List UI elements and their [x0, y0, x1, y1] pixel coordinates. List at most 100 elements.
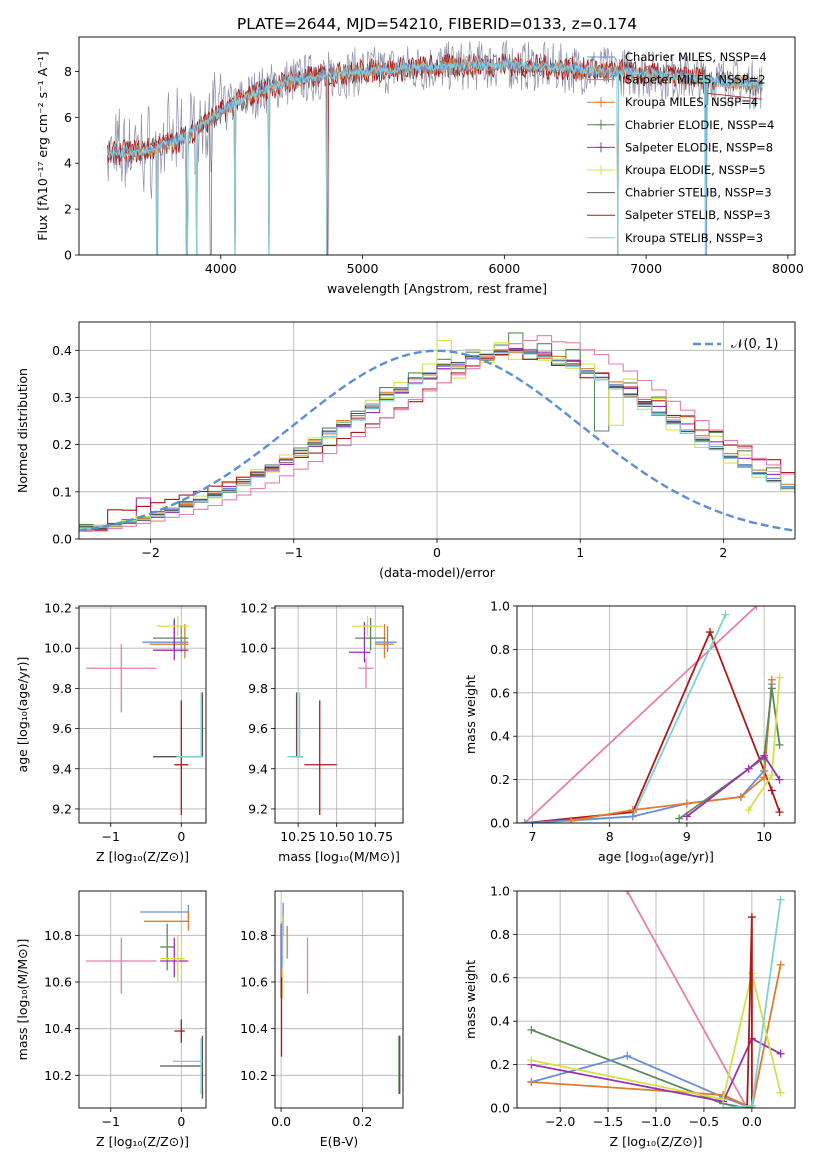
weight-series: [527, 969, 785, 1104]
y-axis-label: age [log₁₀(age/yr)]: [15, 657, 30, 773]
x-axis-label: Z [log₁₀(Z/Z⊙)]: [610, 1134, 703, 1149]
y-tick-label: 0.0: [52, 532, 72, 547]
weight-marker: [776, 960, 785, 969]
y-tick-label: 10.2: [240, 601, 268, 616]
y-tick-label: 9.6: [248, 721, 268, 736]
y-tick-label: 2: [64, 202, 72, 217]
weight-marker: [775, 808, 784, 817]
y-axis-label: Normed distribution: [15, 368, 30, 493]
errorbar-point: [287, 692, 303, 758]
y-tick-label: 10.4: [240, 1021, 268, 1036]
y-tick-label: 10.6: [44, 975, 72, 990]
weight-line: [746, 916, 753, 1108]
x-tick-label: 8000: [772, 261, 804, 276]
mass-metallicity-panel: −1 0 10.2 10.4 10.6 10.8 Z [log₁₀(Z/Z⊙)] mass […: [15, 890, 207, 1149]
errorbar-point: [375, 624, 394, 659]
x-tick-label: −0.5: [689, 1114, 719, 1129]
legend-label: Chabrier MILES, NSSP=4: [625, 50, 767, 64]
weight-marker: [744, 805, 753, 814]
weight-marker: [527, 1056, 536, 1065]
spectrum-line: [106, 57, 763, 255]
errorbar-point: [349, 622, 371, 663]
x-tick-label: 7000: [630, 261, 662, 276]
y-tick-label: 0.0: [490, 1101, 510, 1116]
weight-marker: [767, 675, 776, 684]
y-tick-label: 0: [64, 248, 72, 263]
y-tick-label: 10.2: [44, 601, 72, 616]
legend: 𝒩(0, 1): [693, 337, 778, 352]
x-tick-label: 2: [719, 545, 727, 560]
y-axis-label: mass [log₁₀(M/M⊙)]: [15, 939, 30, 1061]
weight-marker: [776, 1088, 785, 1097]
y-tick-label: 9.8: [52, 681, 72, 696]
x-axis-label: E(B-V): [320, 1134, 359, 1149]
weight-marker: [623, 891, 632, 895]
spectrum-line: [106, 59, 763, 255]
errorbar-point: [160, 1035, 204, 1099]
y-tick-label: 10.8: [44, 928, 72, 943]
y-tick-label: 1.0: [490, 599, 510, 614]
x-tick-label: 0.2: [352, 1114, 372, 1129]
weight-marker: [628, 805, 637, 814]
weight-marker: [682, 812, 691, 821]
x-tick-label: 5000: [347, 261, 379, 276]
weight-marker: [682, 799, 691, 808]
axes-frame: [274, 605, 404, 824]
x-axis-label: mass [log₁₀(M/M⊙)]: [278, 849, 400, 864]
residual-histogram: [79, 349, 795, 528]
y-tick-label: 0.0: [490, 816, 510, 831]
weight-marker: [760, 773, 769, 782]
weight-line: [531, 1029, 748, 1108]
x-axis-label: (data-model)/error: [379, 565, 496, 580]
x-tick-label: 0: [177, 829, 185, 844]
x-tick-label: 10.25: [280, 829, 316, 844]
weight-marker: [747, 913, 756, 922]
weight-marker: [623, 1051, 632, 1060]
x-axis-label: age [log₁₀(age/yr)]: [598, 849, 714, 864]
weight-line: [686, 754, 781, 818]
weight-line: [524, 614, 727, 823]
weight-marker: [744, 764, 753, 773]
y-tick-label: 10.4: [44, 1021, 72, 1036]
errorbar-point: [153, 618, 189, 651]
gridlines: [275, 891, 403, 1108]
y-tick-label: 10.8: [240, 928, 268, 943]
gridlines: [79, 891, 206, 1108]
x-tick-label: 10: [756, 829, 772, 844]
weight-line: [531, 1037, 782, 1103]
legend-label: Chabrier STELIB, NSSP=3: [625, 186, 772, 200]
y-tick-label: 0.8: [490, 927, 510, 942]
weight-line: [524, 684, 773, 823]
x-tick-label: 0.0: [742, 1114, 762, 1129]
y-tick-label: 10.2: [240, 1068, 268, 1083]
errorbar-point: [355, 618, 387, 651]
weight-marker: [775, 775, 784, 784]
x-tick-label: −2.0: [545, 1114, 575, 1129]
errorbar-point: [375, 626, 397, 653]
weight-marker: [767, 684, 776, 693]
spectrum-panel: 4000 5000 6000 7000 8000 0 2 4 6 8 wavelength [Ang…: [35, 36, 804, 296]
weight-series: [719, 895, 785, 1108]
weight-marker: [721, 610, 730, 619]
y-tick-label: 0.8: [490, 642, 510, 657]
errorbar-point: [160, 935, 185, 982]
legend-label: Kroupa STELIB, NSSP=3: [625, 231, 763, 245]
weight-marker: [752, 606, 761, 610]
x-tick-label: −1.0: [641, 1114, 671, 1129]
x-tick-label: −1: [285, 545, 303, 560]
errorbar-point: [160, 923, 175, 971]
errorbar-point: [176, 692, 203, 758]
y-axis-label: mass weight: [463, 960, 478, 1039]
y-tick-label: 6: [64, 110, 72, 125]
axes-frame: [274, 890, 404, 1109]
y-tick-label: 10.0: [240, 641, 268, 656]
x-tick-label: 1: [576, 545, 584, 560]
weight-series: [743, 913, 756, 1108]
y-tick-label: 9.8: [248, 681, 268, 696]
weight-line: [524, 606, 758, 823]
y-tick-label: 0.1: [52, 484, 72, 499]
x-tick-label: 8: [606, 829, 614, 844]
x-axis-label: Z [log₁₀(Z/Z⊙)]: [96, 849, 189, 864]
x-tick-label: −2: [141, 545, 159, 560]
x-tick-label: 0: [433, 545, 441, 560]
